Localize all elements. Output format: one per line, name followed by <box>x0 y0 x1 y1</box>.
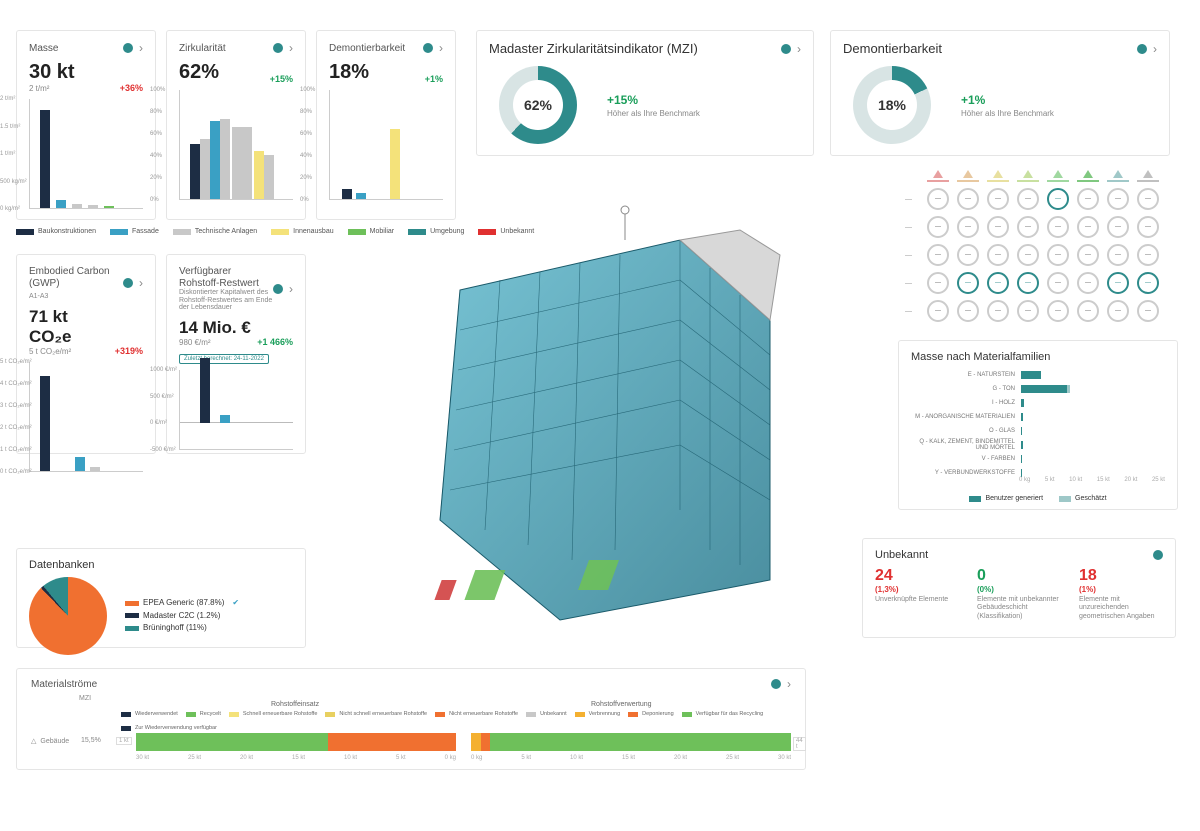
card-masse: Masse › 30 kt 2 t/m² +36% 2 t/m²1.5 t/m²… <box>16 30 156 220</box>
donut-mzi: 62% <box>499 66 577 144</box>
card-title: Embodied Carbon (GWP) <box>29 266 110 289</box>
donut-value: 62% <box>513 80 563 130</box>
chevron-right-icon[interactable]: › <box>289 41 293 55</box>
card-title: Madaster Zirkularitätsindikator (MZI) <box>489 41 698 56</box>
delta-sub: Höher als Ihre Benchmark <box>961 109 1054 118</box>
value: 71 kt CO₂e <box>29 307 115 347</box>
chevron-right-icon[interactable]: › <box>1153 42 1157 56</box>
card-demontierbarkeit: Demontierbarkeit › 18% +1% 100%80%60%40%… <box>316 30 456 220</box>
info-icon[interactable] <box>1137 44 1147 54</box>
unknown-items: 24(1,3%)Unverknüpfte Elemente0(0%)Elemen… <box>875 567 1163 621</box>
sub-value: 980 €/m² <box>179 338 251 347</box>
chevron-right-icon[interactable]: › <box>289 282 293 296</box>
flow-bar-input <box>136 733 456 751</box>
info-icon[interactable] <box>771 679 781 689</box>
card-zirkularitaet: Zirkularität › 62% +15% 100%80%60%40%20%… <box>166 30 306 220</box>
gebaude-label: △ Gebäude <box>31 737 69 745</box>
chart-restwert: 1000 €/m²500 €/m²0 €/m²-500 €/m² <box>179 370 293 450</box>
value: 14 Mio. € <box>179 318 251 338</box>
card-unknown: Unbekannt 24(1,3%)Unverknüpfte Elemente0… <box>862 538 1176 638</box>
chevron-right-icon[interactable]: › <box>139 276 143 290</box>
pie-databases <box>29 577 107 655</box>
hbar-chart: E - NATURSTEING - TONI - HOLZM - ANORGAN… <box>911 369 1165 479</box>
card-databases: Datenbanken EPEA Generic (87.8%)✔Madaste… <box>16 548 306 648</box>
flow-bar1-cap: 1 kt <box>116 737 132 745</box>
card-title: Datenbanken <box>29 559 293 571</box>
card-desc: Diskontierter Kapitalwert des Rohstoff-R… <box>179 289 273 312</box>
hbar-xaxis: 0 kg5 kt10 kt15 kt20 kt25 kt <box>1019 477 1165 483</box>
info-icon[interactable] <box>1153 550 1163 560</box>
card-title: Unbekannt <box>875 549 928 561</box>
databases-legend: EPEA Generic (87.8%)✔Madaster C2C (1.2%)… <box>125 597 239 635</box>
mzi-label: MZI <box>79 695 91 702</box>
delta: +15% <box>607 93 700 107</box>
delta: +1 466% <box>257 337 293 347</box>
indicator-matrix: ————————————————————————————————————————… <box>905 170 1185 328</box>
chevron-right-icon[interactable]: › <box>797 42 801 56</box>
badge-last-calc: Zuletzt berechnet: 24-11-2022 <box>179 354 269 364</box>
donut-value: 18% <box>867 80 917 130</box>
flow-bar2-cap: 44 t <box>793 737 806 751</box>
card-demont-wide: Demontierbarkeit › 18% +1% Höher als Ihr… <box>830 30 1170 156</box>
info-icon[interactable] <box>781 44 791 54</box>
sub-value: 2 t/m² <box>29 84 75 93</box>
card-subtitle: A1-A3 <box>29 293 48 300</box>
flow-xaxis-1: 30 kt25 kt20 kt15 kt10 kt5 kt0 kg <box>136 755 456 761</box>
card-title: Masse nach Materialfamilien <box>911 351 1165 363</box>
flow-xaxis-2: 0 kg5 kt10 kt15 kt20 kt25 kt30 kt <box>471 755 791 761</box>
info-icon[interactable] <box>123 43 133 53</box>
delta: +1% <box>961 93 1054 107</box>
delta: +36% <box>120 83 143 93</box>
chevron-right-icon[interactable]: › <box>139 41 143 55</box>
delta: +1% <box>425 74 443 84</box>
card-material-flows: Materialströme › MZI Rohstoffeinsatz Roh… <box>16 668 806 770</box>
value: 18% <box>329 61 369 84</box>
flow-bar-output <box>471 733 791 751</box>
card-title: Materialströme <box>31 679 97 690</box>
sub2: Rohstoffverwertung <box>591 701 652 708</box>
flow-legend: WiederverwendetRecyceltSchnell erneuerba… <box>121 711 781 731</box>
hbar-legend: Benutzer generiertGeschätzt <box>911 495 1165 502</box>
delta: +319% <box>115 346 143 356</box>
chevron-right-icon[interactable]: › <box>787 677 791 691</box>
chart-carbon: 5 t CO₂e/m²4 t CO₂e/m²3 t CO₂e/m²2 t CO₂… <box>29 362 143 472</box>
chart-masse: 2 t/m²1.5 t/m²1 t/m²500 kg/m²0 kg/m² <box>29 99 143 209</box>
card-embodied-carbon: Embodied Carbon (GWP) A1-A3 › 71 kt CO₂e… <box>16 254 156 454</box>
card-title: Verfügbarer Rohstoff-Restwert <box>179 266 259 289</box>
chart-demont: 100%80%60%40%20%0% <box>329 90 443 200</box>
card-mzi: Madaster Zirkularitätsindikator (MZI) › … <box>476 30 814 156</box>
info-icon[interactable] <box>123 278 133 288</box>
sub1: Rohstoffeinsatz <box>271 701 319 708</box>
value: 62% <box>179 61 219 84</box>
building-3d-model[interactable] <box>380 200 800 630</box>
chart-zirk: 100%80%60%40%20%0% <box>179 90 293 200</box>
card-title: Masse <box>29 43 58 54</box>
delta: +15% <box>270 74 293 84</box>
info-icon[interactable] <box>273 284 283 294</box>
card-title: Demontierbarkeit <box>843 41 942 56</box>
chevron-right-icon[interactable]: › <box>439 41 443 55</box>
value: 30 kt <box>29 61 75 84</box>
card-title: Demontierbarkeit <box>329 43 405 54</box>
card-restwert: Verfügbarer Rohstoff-Restwert Diskontier… <box>166 254 306 454</box>
delta-sub: Höher als Ihre Benchmark <box>607 109 700 118</box>
info-icon[interactable] <box>273 43 283 53</box>
info-icon[interactable] <box>423 43 433 53</box>
card-mass-families: Masse nach Materialfamilien E - NATURSTE… <box>898 340 1178 510</box>
sub-value: 5 t CO₂e/m² <box>29 347 115 356</box>
donut-demont: 18% <box>853 66 931 144</box>
gebaude-pct: 15,5% <box>81 737 101 744</box>
card-title: Zirkularität <box>179 43 226 54</box>
